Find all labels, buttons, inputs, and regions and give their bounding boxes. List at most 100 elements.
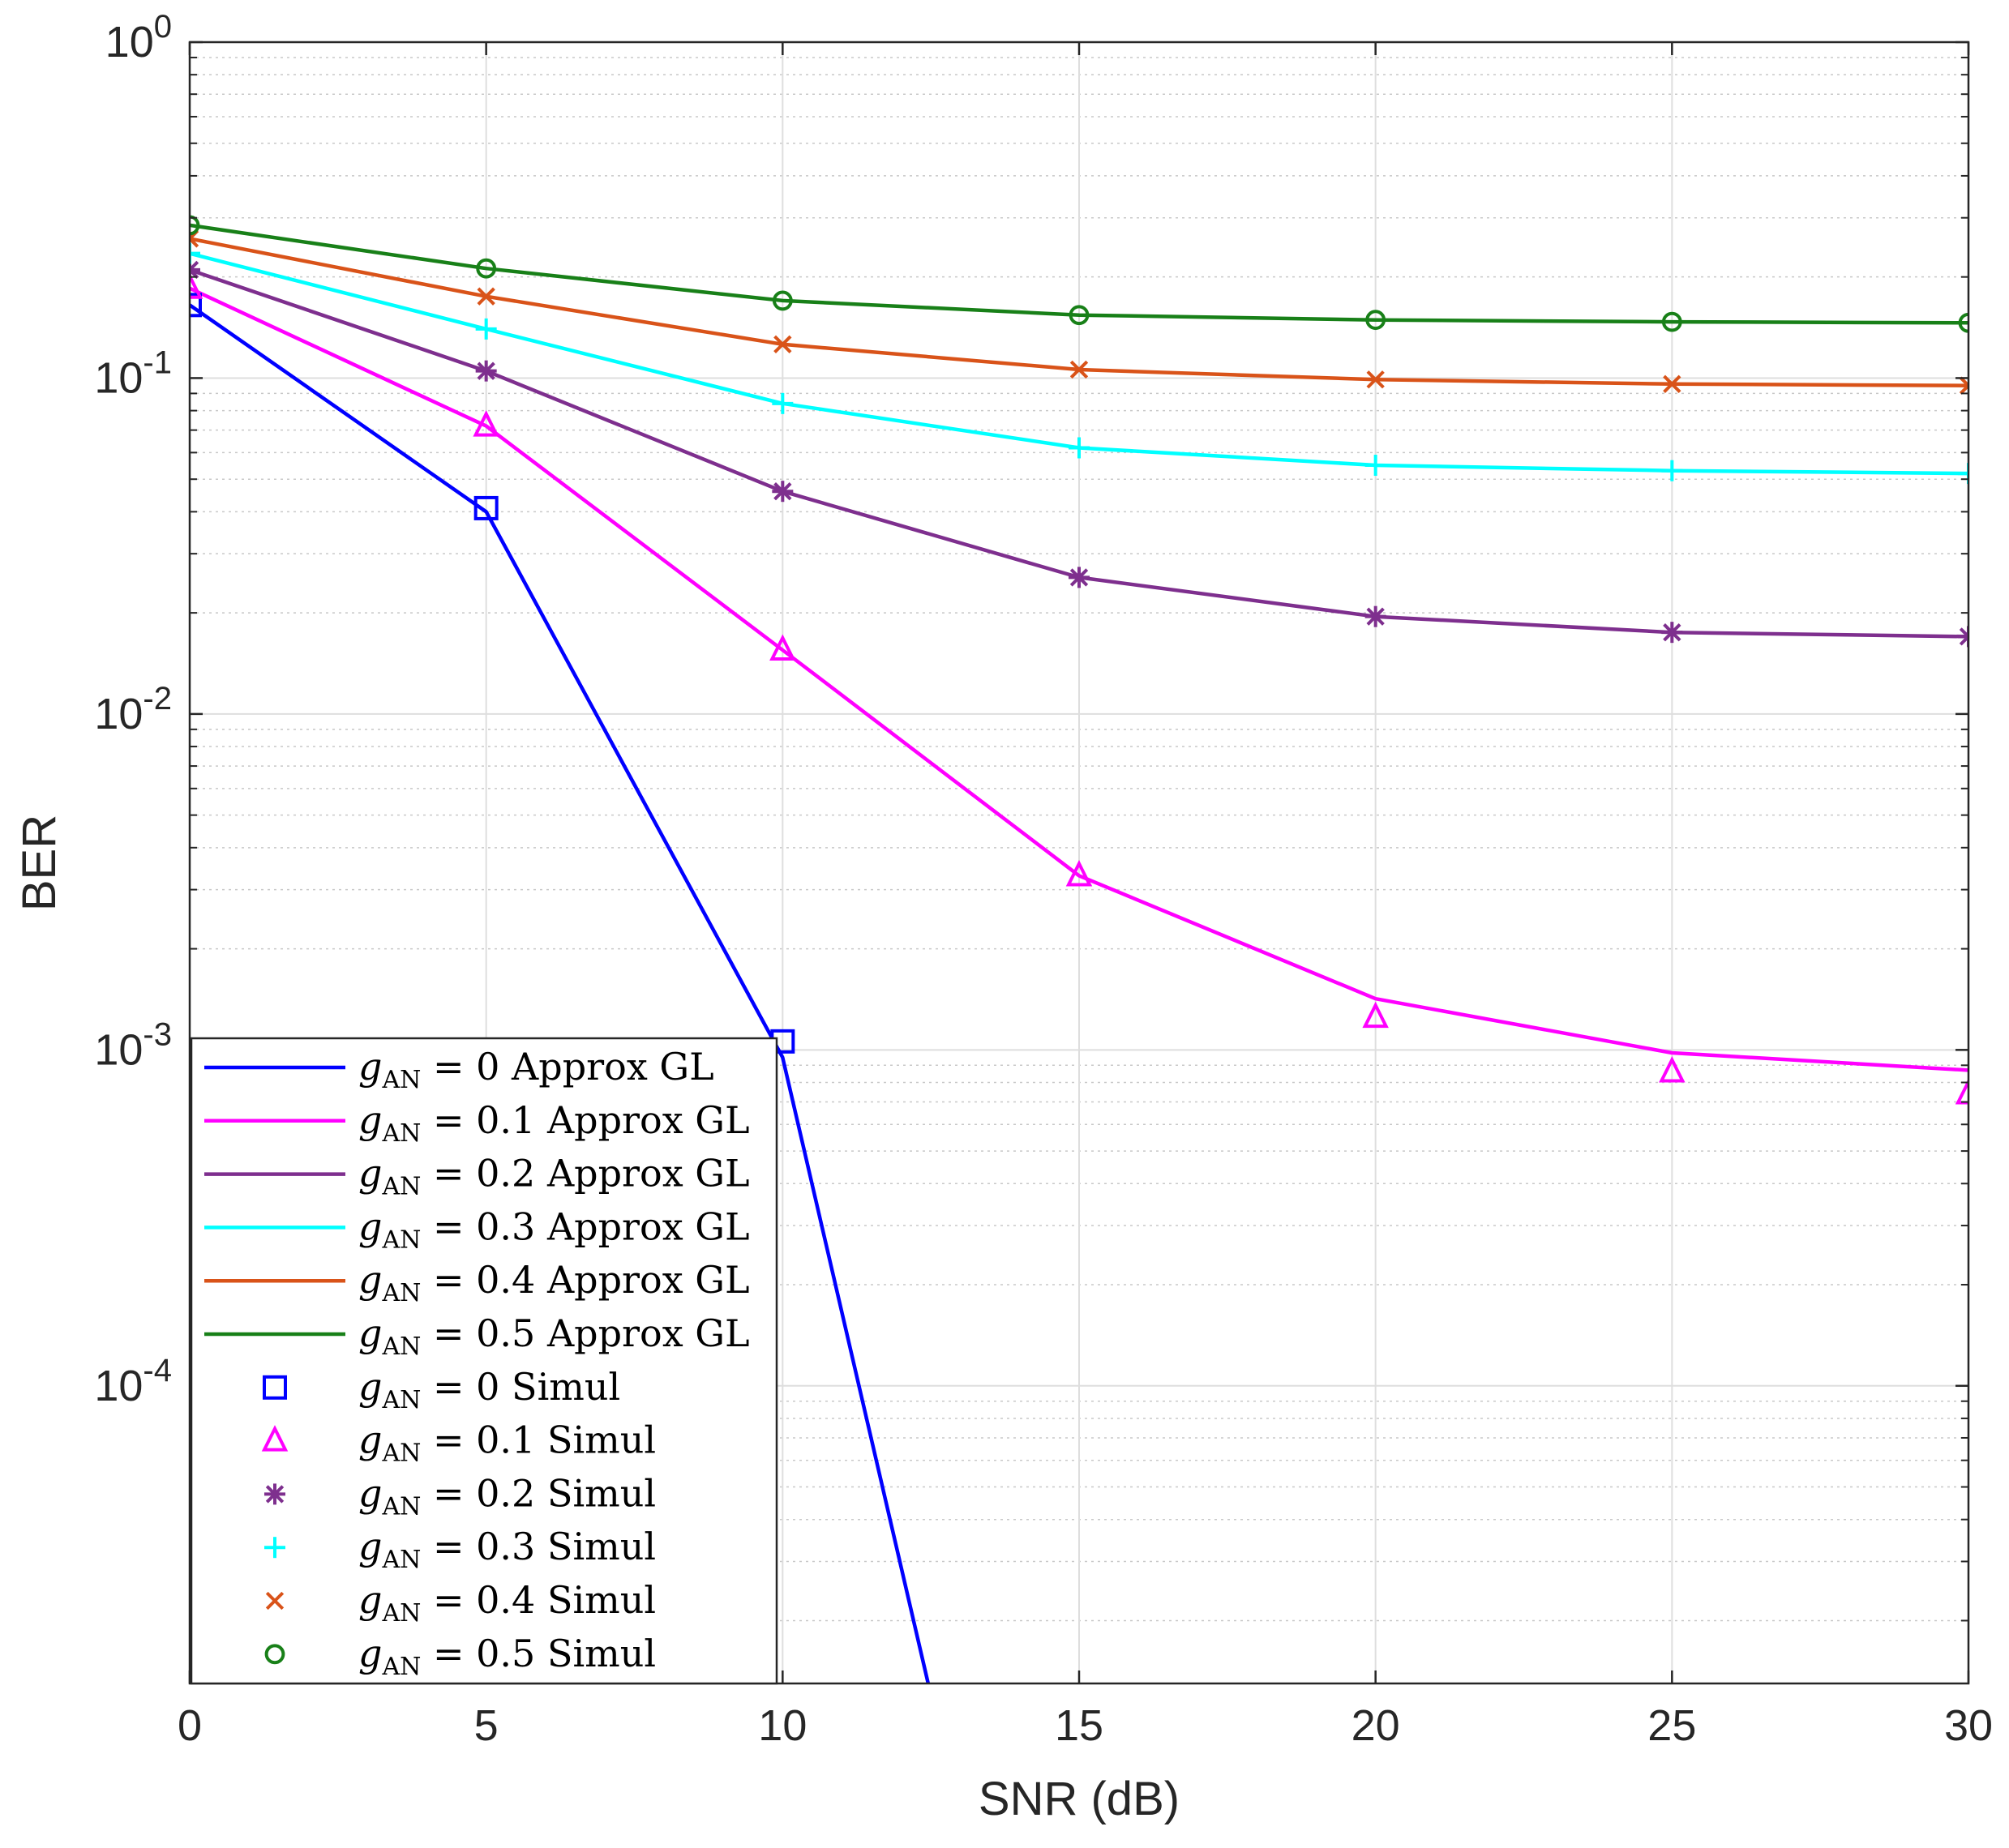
asterisk-marker-g0.2 (1661, 622, 1683, 644)
plus-marker-g0.3 (475, 318, 497, 340)
series-markers (190, 215, 1968, 1105)
legend-label: gAN = 0.1 Simul (358, 1418, 656, 1468)
legend-subscript: AN (381, 1546, 421, 1574)
triangle-marker-g0.1 (1362, 1001, 1389, 1029)
plus-marker-g0.3 (190, 242, 200, 264)
circle-marker-shape (1365, 310, 1386, 331)
legend-label: gAN = 0.3 Approx GL (358, 1204, 750, 1254)
y-tick-base: 10 (94, 690, 143, 738)
y-tick-label: 10-1 (94, 344, 172, 402)
x-tick-label: 25 (1647, 1701, 1696, 1750)
y-tick-label: 10-3 (94, 1016, 172, 1074)
ast-b (477, 361, 495, 380)
y-tick-exponent: -1 (143, 344, 172, 380)
legend-symbol: g (358, 1471, 382, 1515)
triangle-marker-shape (1065, 859, 1093, 887)
legend-item-g0.3-simul: gAN = 0.3 Simul (264, 1525, 656, 1574)
legend-subscript: AN (381, 1279, 421, 1307)
x-axis-label: SNR (dB) (979, 1773, 1180, 1825)
ast-a (1959, 627, 1968, 640)
x-tick-label: 0 (178, 1701, 202, 1750)
legend-value: = 0.2 Approx GL (421, 1152, 749, 1196)
triangle-marker-g0.1 (190, 272, 203, 299)
circle-marker-g0.5 (1661, 311, 1682, 332)
triangle-marker-shape (190, 272, 203, 299)
legend-symbol: g (358, 1204, 382, 1248)
legend-label: gAN = 0.5 Approx GL (358, 1311, 750, 1361)
asterisk-marker-g0.2 (190, 259, 200, 280)
y-tick-base: 10 (94, 1362, 143, 1410)
legend-symbol: g (358, 1098, 382, 1142)
ast-b (1366, 607, 1385, 626)
ast-a (190, 267, 199, 280)
x-tick-label: 30 (1944, 1701, 1993, 1750)
legend-item-g0.5-approx-gl: gAN = 0.5 Approx GL (204, 1311, 750, 1361)
legend-item-g0.5-simul: gAN = 0.5 Simul (264, 1632, 656, 1681)
y-tick-exponent: 0 (154, 9, 172, 45)
legend-subscript: AN (381, 1333, 421, 1361)
square-marker-g0 (473, 495, 499, 520)
legend-value: = 0.3 Simul (421, 1525, 656, 1568)
legend-label: gAN = 0.4 Approx GL (358, 1258, 750, 1307)
plus-marker-g0.3 (1364, 455, 1386, 477)
x-marker-g0.4 (1663, 374, 1681, 393)
legend-label: gAN = 0.1 Approx GL (358, 1098, 750, 1148)
legend-item-g0.1-approx-gl: gAN = 0.1 Approx GL (204, 1098, 750, 1148)
square-marker-g0 (190, 293, 202, 318)
y-tick-exponent: -4 (143, 1353, 172, 1388)
legend-value: = 0.1 Simul (421, 1418, 656, 1462)
x-tick-label: 5 (474, 1701, 499, 1750)
legend-symbol: g (358, 1418, 382, 1462)
y-tick-label: 10-2 (94, 681, 172, 738)
ast-b (1069, 568, 1089, 587)
ast-b (1663, 622, 1681, 642)
legend-label: gAN = 0.2 Approx GL (358, 1152, 750, 1201)
square-marker-shape (190, 293, 202, 318)
legend-value: = 0.5 Approx GL (421, 1311, 749, 1355)
series-line-g0.1 (190, 286, 1968, 1072)
legend-subscript: AN (381, 1226, 421, 1254)
legend-subscript: AN (381, 1439, 421, 1468)
legend-item-g0.1-simul: gAN = 0.1 Simul (261, 1418, 656, 1468)
legend-label: gAN = 0 Approx GL (358, 1045, 714, 1094)
x-b (265, 1591, 285, 1611)
triangle-marker-g0.1 (473, 410, 499, 437)
plus-marker-g0.3 (772, 392, 794, 414)
legend-value: = 0.4 Approx GL (421, 1258, 749, 1302)
y-axis-label: BER (13, 815, 66, 911)
y-tick-base: 10 (94, 1025, 143, 1074)
ast-b (265, 1485, 285, 1504)
legend-item-g0-approx-gl: gAN = 0 Approx GL (204, 1045, 714, 1094)
ast-b (190, 260, 199, 272)
ast-b (773, 482, 792, 501)
asterisk-marker-g0.2 (475, 360, 497, 382)
legend-subscript: AN (381, 1599, 421, 1628)
x-marker-g0.4 (1366, 370, 1385, 389)
legend-symbol: g (358, 1258, 382, 1302)
triangle-marker-g0.1 (1659, 1056, 1686, 1083)
legend-item-g0.2-simul: gAN = 0.2 Simul (264, 1471, 656, 1521)
circle-marker-g0.5 (1365, 310, 1386, 331)
legend-subscript: AN (381, 1492, 421, 1521)
legend-symbol: g (358, 1525, 382, 1568)
legend-subscript: AN (381, 1653, 421, 1681)
asterisk-marker-g0.2 (1958, 626, 1968, 648)
legend-symbol: g (358, 1045, 382, 1089)
y-tick-exponent: -2 (143, 681, 172, 717)
triangle-marker-shape (1955, 1078, 1968, 1105)
triangle-marker-shape (261, 1425, 289, 1452)
legend-label: gAN = 0.4 Simul (358, 1578, 656, 1628)
legend-label: gAN = 0 Simul (358, 1365, 620, 1414)
legend-value: = 0.4 Simul (421, 1578, 656, 1622)
legend-item-g0.4-approx-gl: gAN = 0.4 Approx GL (204, 1258, 750, 1307)
x-marker-g0.4 (477, 287, 495, 306)
plus-marker-g0.3 (1069, 437, 1090, 459)
legend-value: = 0.5 Simul (421, 1632, 656, 1675)
x-a (190, 236, 199, 248)
square-marker-shape (473, 495, 499, 520)
legend-symbol: g (358, 1365, 382, 1409)
legend-marker-swatch (264, 1644, 285, 1665)
